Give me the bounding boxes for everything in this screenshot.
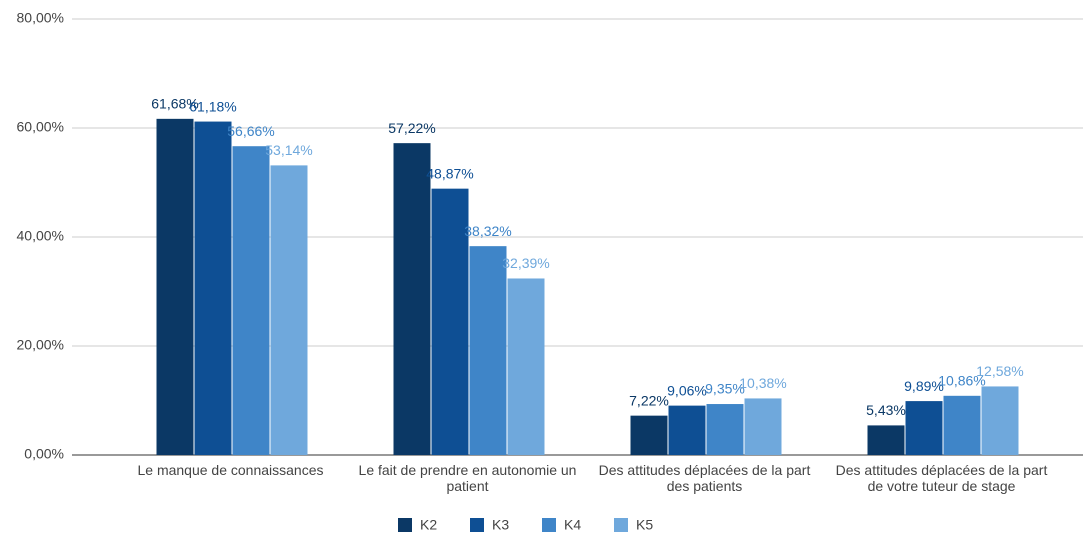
- bar: [194, 121, 232, 455]
- data-label: 9,35%: [705, 381, 745, 397]
- data-label: 56,66%: [227, 123, 274, 139]
- bar: [981, 386, 1019, 455]
- data-label: 5,43%: [866, 402, 906, 418]
- x-tick-label: Le fait de prendre en autonomie un patie…: [358, 462, 577, 494]
- legend-label: K3: [492, 517, 509, 533]
- legend-label: K4: [564, 517, 581, 533]
- legend-swatch: [398, 518, 412, 532]
- x-tick-label: Des attitudes déplacées de la part de vo…: [835, 462, 1048, 494]
- bar: [867, 425, 905, 455]
- bar: [668, 405, 706, 455]
- bar: [232, 146, 270, 455]
- bar: [507, 278, 545, 455]
- data-label: 53,14%: [265, 142, 312, 158]
- bar: [706, 404, 744, 455]
- data-label: 61,68%: [151, 96, 198, 112]
- bar: [270, 165, 308, 455]
- data-label: 9,89%: [904, 378, 944, 394]
- bar: [393, 143, 431, 455]
- x-tick-label: Des attitudes déplacées de la part des p…: [598, 462, 811, 494]
- data-label: 32,39%: [502, 255, 549, 271]
- legend-swatch: [470, 518, 484, 532]
- bar: [744, 398, 782, 455]
- data-label: 61,18%: [189, 98, 236, 114]
- bar: [905, 401, 943, 455]
- data-label: 9,06%: [667, 382, 707, 398]
- data-label: 38,32%: [464, 223, 511, 239]
- legend-swatch: [542, 518, 556, 532]
- legend-label: K2: [420, 517, 437, 533]
- y-tick-label: 20,00%: [17, 337, 64, 353]
- bar: [630, 415, 668, 455]
- bar: [156, 118, 194, 456]
- bar: [469, 246, 507, 455]
- y-tick-label: 60,00%: [17, 119, 64, 135]
- data-label: 57,22%: [388, 120, 435, 136]
- data-label: 10,86%: [938, 373, 985, 389]
- data-label: 7,22%: [629, 392, 669, 408]
- bar: [431, 188, 469, 455]
- y-tick-label: 40,00%: [17, 228, 64, 244]
- data-label: 10,38%: [739, 375, 786, 391]
- x-tick-label: Le manque de connaissances: [137, 462, 324, 478]
- data-label: 48,87%: [426, 165, 473, 181]
- y-tick-label: 0,00%: [24, 446, 64, 462]
- bar: [943, 395, 981, 455]
- legend-swatch: [614, 518, 628, 532]
- y-tick-label: 80,00%: [17, 10, 64, 26]
- legend-label: K5: [636, 517, 653, 533]
- data-label: 12,58%: [976, 363, 1023, 379]
